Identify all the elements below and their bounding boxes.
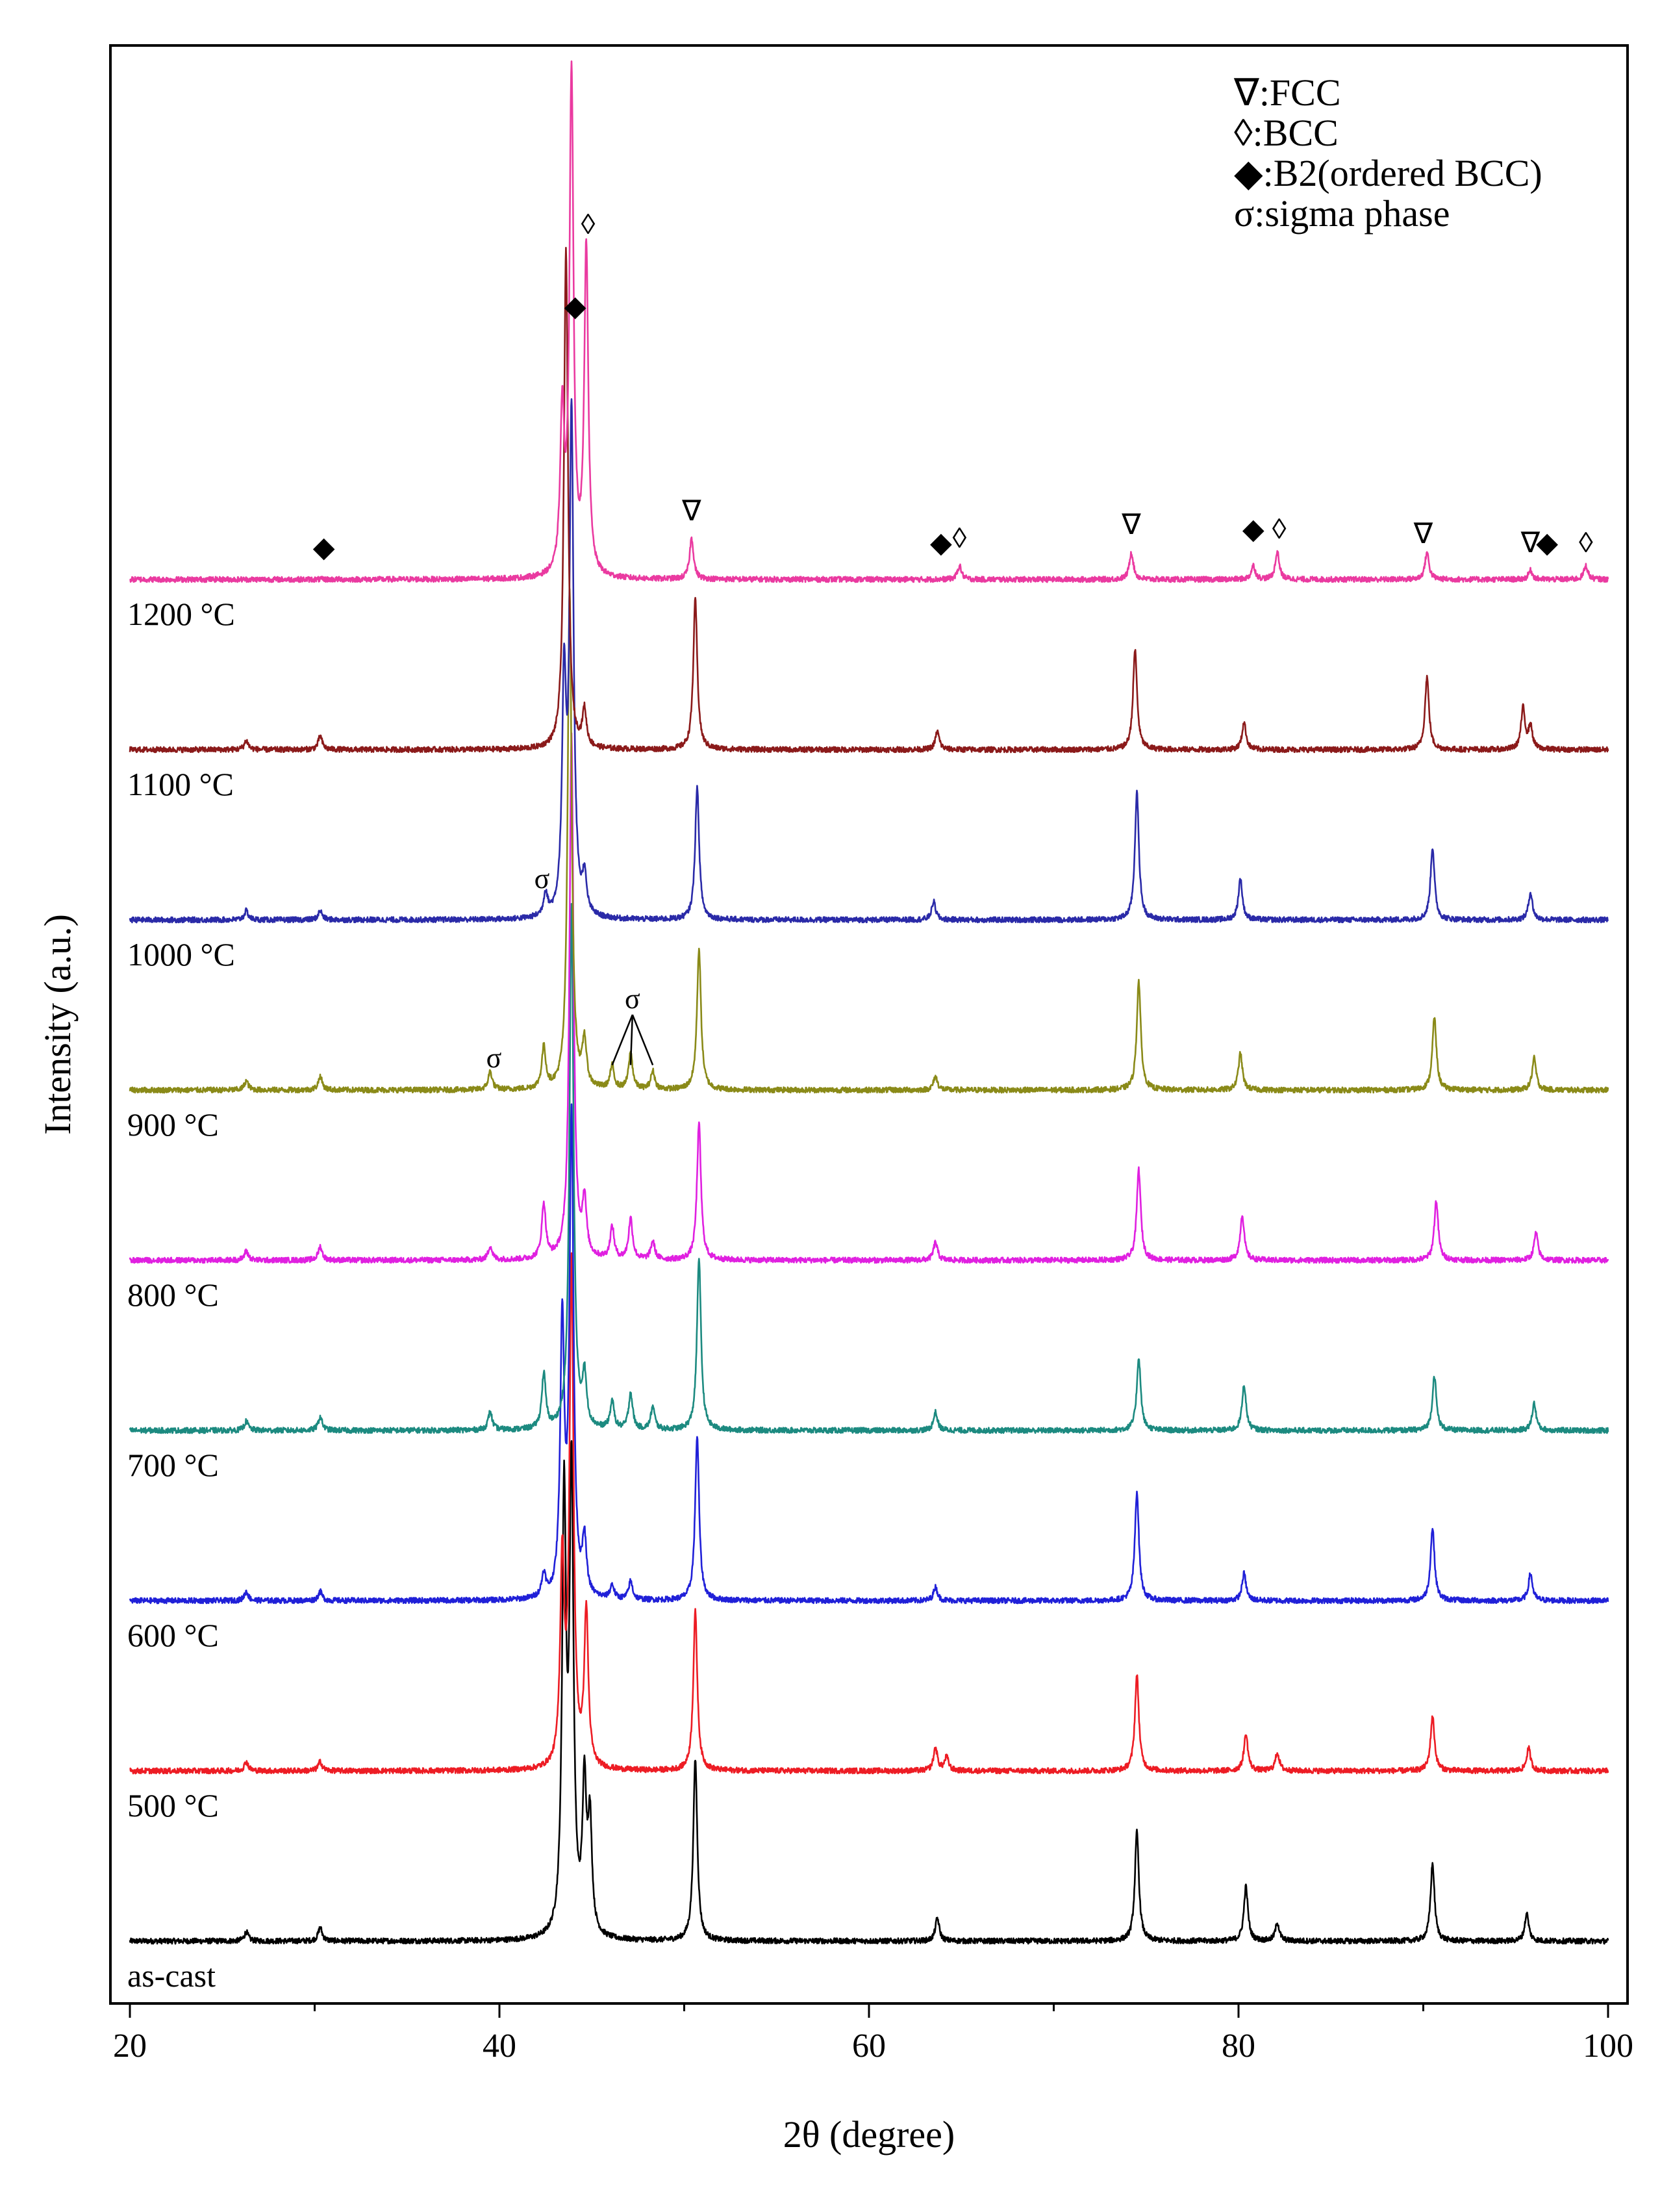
series-label: 800 °C bbox=[127, 1277, 219, 1313]
phase-marker: ∇ bbox=[1121, 509, 1141, 540]
phase-marker: ◆ bbox=[930, 527, 952, 559]
series-label: 700 °C bbox=[127, 1447, 219, 1483]
phase-marker: ◆ bbox=[564, 290, 586, 322]
phase-marker: σ bbox=[486, 1042, 502, 1074]
series-label: 900 °C bbox=[127, 1106, 219, 1143]
plot-frame bbox=[109, 44, 1629, 2005]
x-tick-label: 100 bbox=[1583, 2028, 1633, 2065]
sigma-pointer-line bbox=[629, 1014, 634, 1065]
legend-label: :BCC bbox=[1253, 112, 1339, 154]
phase-marker: ∇ bbox=[681, 495, 701, 527]
phase-marker: ◆ bbox=[1242, 513, 1264, 545]
x-tick-label: 40 bbox=[483, 2028, 516, 2065]
series-line bbox=[129, 60, 1609, 583]
series-label: 1000 °C bbox=[127, 936, 235, 973]
phase-marker: ∇ bbox=[1413, 518, 1433, 550]
phase-marker: σ bbox=[625, 983, 640, 1015]
phase-marker: ◆ bbox=[1536, 527, 1558, 559]
series-line bbox=[129, 903, 1609, 1434]
legend-entry: ◆:B2(ordered BCC) bbox=[1234, 152, 1542, 194]
series-line bbox=[129, 1440, 1609, 1945]
series-layer: as-cast 500 °C 600 °C 700 °C 800 °C 900 °C 100… bbox=[127, 60, 1609, 1994]
legend-label: :sigma phase bbox=[1254, 192, 1450, 235]
phase-marker: ◆ bbox=[313, 531, 335, 563]
series-line bbox=[129, 247, 1609, 754]
legend-symbol: σ bbox=[1234, 192, 1254, 235]
series-label: 1200 °C bbox=[127, 596, 235, 632]
phase-marker: ◊ bbox=[1272, 513, 1287, 545]
sigma-pointer-line bbox=[611, 1014, 633, 1065]
x-axis-title: 2θ (degree) bbox=[783, 2113, 955, 2155]
x-tick-label: 60 bbox=[852, 2028, 886, 2065]
x-tick-label: 80 bbox=[1222, 2028, 1255, 2065]
x-tick-label: 20 bbox=[113, 2028, 147, 2065]
legend-entry: σ:sigma phase bbox=[1234, 192, 1450, 235]
series-label: 1100 °C bbox=[127, 766, 234, 802]
legend-symbol: ∇ bbox=[1233, 71, 1259, 114]
sigma-pointer-line bbox=[631, 1014, 654, 1065]
series-label: 500 °C bbox=[127, 1787, 219, 1824]
legend-label: :B2(ordered BCC) bbox=[1263, 152, 1542, 194]
legend-layer: ∇:FCC◊:BCC◆:B2(ordered BCC)σ:sigma phase bbox=[1233, 71, 1542, 235]
legend-symbol: ◊ bbox=[1234, 112, 1253, 154]
legend-entry: ∇:FCC bbox=[1233, 71, 1341, 114]
phase-marker: σ bbox=[535, 863, 550, 895]
phase-marker: ◊ bbox=[581, 209, 596, 240]
series-line bbox=[129, 732, 1609, 1264]
phase-marker: ◊ bbox=[953, 522, 967, 554]
series-line bbox=[129, 1252, 1609, 1775]
y-axis-title: Intensity (a.u.) bbox=[36, 914, 79, 1135]
series-line bbox=[129, 1103, 1609, 1605]
series-line bbox=[129, 588, 1609, 1094]
series-label: 600 °C bbox=[127, 1617, 219, 1653]
legend-entry: ◊:BCC bbox=[1234, 112, 1339, 154]
phase-marker: ∇ bbox=[1520, 527, 1541, 559]
series-label: as-cast bbox=[127, 1957, 216, 1994]
annotation-layer: ∇◊◆◆∇◆◊∇◆◊∇∇◆◊σσσ bbox=[313, 209, 1593, 1074]
legend-symbol: ◆ bbox=[1234, 152, 1263, 194]
legend-label: :FCC bbox=[1259, 71, 1341, 114]
phase-marker: ◊ bbox=[1579, 527, 1593, 559]
series-line bbox=[129, 398, 1609, 924]
axis-layer: 20 40 60 80 100 bbox=[113, 2003, 1633, 2065]
